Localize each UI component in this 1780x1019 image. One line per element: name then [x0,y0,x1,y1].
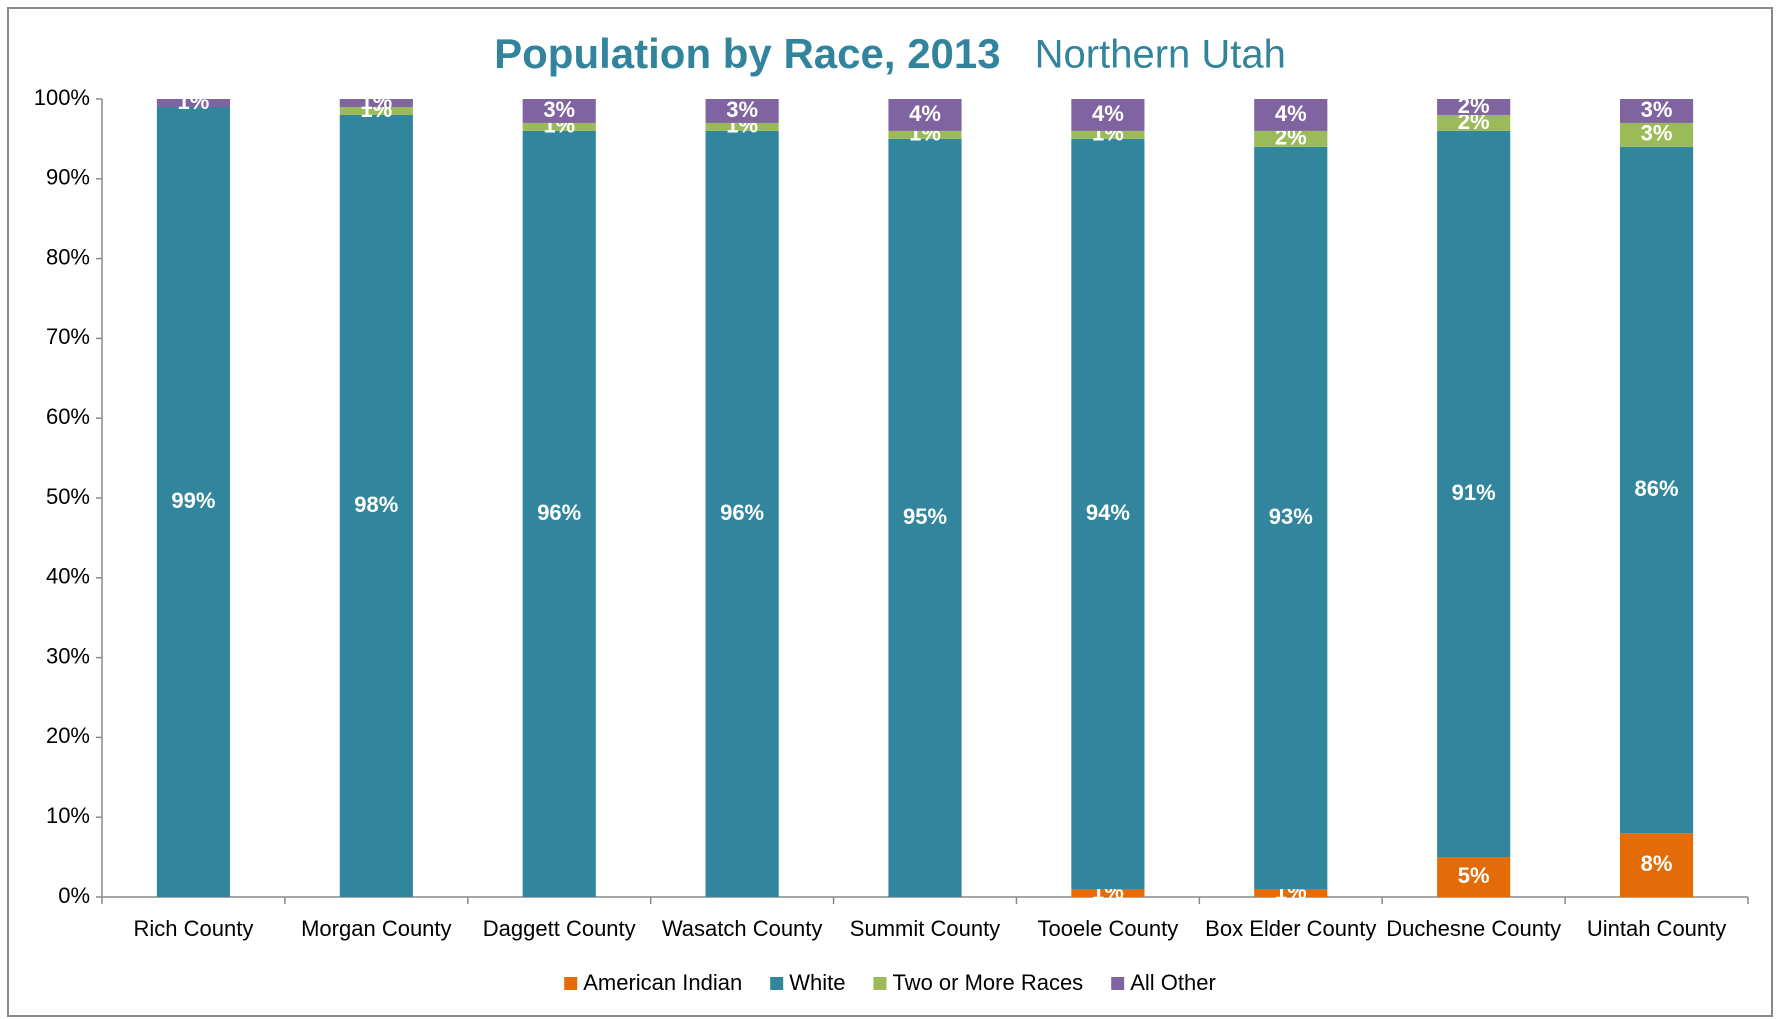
y-tick-label: 20% [46,723,90,748]
y-tick-label: 100% [34,85,90,110]
y-tick-label: 10% [46,803,90,828]
bar-segment [1437,857,1511,897]
bar-segment [1437,114,1511,131]
bar-segment [1619,833,1694,897]
data-label: 3% [543,97,575,122]
data-label: 3% [1641,97,1673,122]
legend-swatch [770,977,784,990]
data-label: 1% [360,89,392,114]
y-tick-label: 70% [46,324,90,349]
legend-label: American Indian [583,970,742,995]
data-label: 94% [1086,500,1130,525]
bar-segment [1619,99,1694,123]
y-tick-label: 60% [46,404,90,429]
x-tick-label: Duchesne County [1386,916,1561,941]
bar-segment [1071,889,1145,897]
bar-segment [888,130,962,139]
bar-segment [1437,99,1511,115]
y-tick-label: 80% [46,244,90,269]
y-tick-label: 40% [46,564,90,589]
data-label: 93% [1269,504,1313,529]
data-label: 99% [171,488,215,513]
bar-segment [705,130,779,898]
bar-segment [339,99,413,107]
y-tick-label: 90% [46,165,90,190]
x-tick-label: Tooele County [1038,916,1179,941]
data-label: 96% [720,500,764,525]
data-label: 3% [726,97,758,122]
legend-label: White [789,970,845,995]
legend-label: All Other [1130,970,1216,995]
bar-segment [1071,130,1145,139]
x-tick-label: Rich County [134,916,254,941]
bar-segment [1437,130,1511,858]
x-tick-label: Summit County [850,916,1000,941]
bar-segment [1619,122,1694,147]
bar-segment [522,99,596,123]
bar-segment [1071,138,1145,890]
data-label: 96% [537,500,581,525]
bar-segment [1254,889,1328,897]
bar-segment [1619,146,1694,834]
legend-swatch [1111,977,1125,990]
data-label: 4% [909,101,941,126]
x-tick-label: Box Elder County [1205,916,1376,941]
data-label: 3% [1641,121,1673,146]
data-label: 4% [1275,101,1307,126]
data-label: 2% [1458,93,1490,118]
bar-segment [522,122,596,131]
data-label: 86% [1635,476,1679,501]
chart-subtitle: Northern Utah [1035,33,1286,77]
y-tick-label: 30% [46,643,90,668]
bar-segment [888,99,962,131]
bar-segment [1254,99,1328,131]
y-tick-label: 0% [58,883,90,908]
bar-segment [705,99,779,123]
data-label: 4% [1092,101,1124,126]
x-tick-label: Morgan County [301,916,451,941]
bar-segment [1254,130,1328,147]
legend-swatch [564,977,578,990]
bar-segment [888,138,962,897]
legend-swatch [873,977,887,990]
data-label: 98% [354,492,398,517]
data-label: 91% [1452,480,1496,505]
bar-segment [522,130,596,898]
bar-segment [156,106,231,898]
data-label: 1% [178,89,210,114]
y-tick-label: 50% [46,484,90,509]
bar-segment [156,99,231,107]
bar-segment [1071,99,1145,131]
bar-segment [705,122,779,131]
legend-label: Two or More Races [892,970,1083,995]
x-tick-label: Daggett County [483,916,636,941]
bar-segment [1254,146,1328,890]
data-label: 5% [1458,863,1490,888]
chart-title: Population by Race, 2013 [494,30,1001,77]
data-label: 8% [1641,851,1673,876]
data-label: 95% [903,504,947,529]
x-tick-label: Uintah County [1587,916,1726,941]
bar-segment [339,114,413,897]
x-tick-label: Wasatch County [662,916,823,941]
bar-segment [339,106,413,115]
